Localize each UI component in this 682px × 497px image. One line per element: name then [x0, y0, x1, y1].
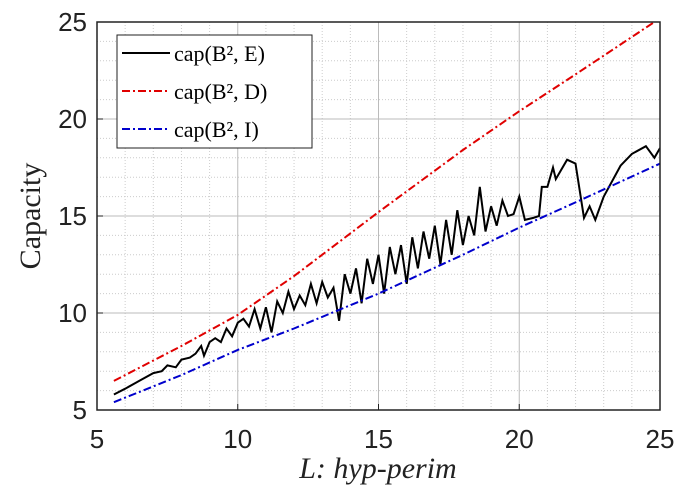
x-tick-label: 20 — [505, 424, 534, 454]
y-tick-label: 5 — [73, 395, 87, 425]
legend: cap(B², E) cap(B², D) cap(B², I) — [116, 34, 313, 149]
legend-label: cap(B², E) — [174, 41, 265, 66]
legend-label: cap(B², D) — [174, 79, 267, 104]
y-tick-label: 15 — [58, 201, 87, 231]
lines — [113, 22, 660, 404]
series-line — [113, 162, 660, 404]
x-axis-label: L: hyp-perim — [298, 452, 456, 485]
x-tick-label: 25 — [646, 424, 675, 454]
y-tick-label: 25 — [58, 7, 87, 37]
x-tick-label: 15 — [364, 424, 393, 454]
legend-label: cap(B², I) — [174, 117, 259, 142]
series-line — [113, 22, 655, 382]
y-tick-label: 10 — [58, 298, 87, 328]
axes-box — [96, 21, 661, 411]
x-tick-label: 5 — [90, 424, 104, 454]
series-line — [113, 144, 660, 396]
x-tick-label: 10 — [223, 424, 252, 454]
y-tick-label: 20 — [58, 104, 87, 134]
y-axis-label: Capacity — [14, 163, 47, 270]
